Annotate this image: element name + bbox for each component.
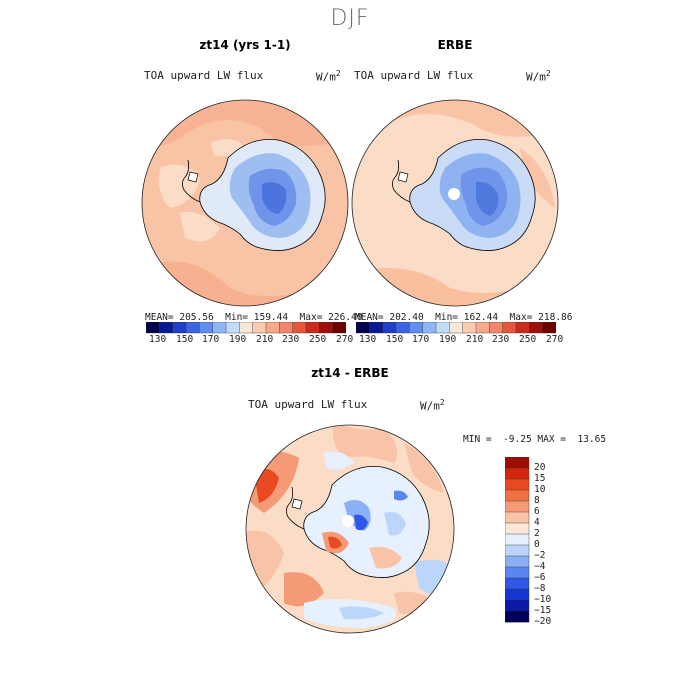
colorbar-swatch [505,610,530,623]
colorbar-tick: 20 [534,462,546,473]
colorbar-swatch [505,511,530,524]
colorbar-tick: 210 [466,334,484,345]
colorbar-swatch [505,599,530,612]
colorbar-swatch [305,322,320,334]
colorbar-obs [356,322,556,334]
colorbar-swatch [505,533,530,546]
colorbar-swatch [489,322,504,334]
colorbar-model [146,322,346,334]
colorbar-swatch [239,322,254,334]
colorbar-swatch [382,322,397,334]
colorbar-tick: 4 [534,517,540,528]
colorbar-tick: 190 [439,334,457,345]
colorbar-swatch [332,322,346,334]
polar-map-obs [351,99,559,307]
colorbar-tick: 8 [534,495,540,506]
colorbar-swatch [505,566,530,579]
colorbar-tick: 15 [534,473,546,484]
colorbar-swatch [265,322,280,334]
colorbar-swatch [395,322,410,334]
colorbar-tick: 0 [534,539,540,550]
colorbar-swatch [502,322,517,334]
colorbar-tick: 2 [534,528,540,539]
colorbar-swatch [505,522,530,535]
colorbar-tick: −2 [534,550,546,561]
colorbar-swatch [505,500,530,513]
colorbar-swatch [505,555,530,568]
colorbar-swatch [279,322,294,334]
colorbar-swatch [505,478,530,491]
variable-label-model: TOA upward LW flux [144,69,264,82]
panel-title-diff: zt14 - ERBE [311,366,389,380]
colorbar-tick: 250 [309,334,327,345]
colorbar-tick: −15 [534,605,552,616]
colorbar-tick: −10 [534,594,552,605]
colorbar-tick: −20 [534,616,552,627]
colorbar-labels-diff: 20 15 10 8 6 4 2 0 −2 −4 −6 −8 −10 −15 −… [534,457,594,627]
colorbar-swatch [505,489,530,502]
colorbar-swatch [292,322,307,334]
panel-title-obs: ERBE [437,38,473,52]
unit-label-diff: W/m2 [420,398,445,413]
colorbar-tick: −4 [534,561,546,572]
colorbar-swatch [505,457,530,469]
colorbar-diff [505,457,530,623]
colorbar-swatch [542,322,556,334]
colorbar-swatch [422,322,437,334]
colorbar-tick: 150 [386,334,404,345]
colorbar-tick: 170 [412,334,430,345]
unit-label-obs: W/m2 [526,69,551,84]
colorbar-tick: 270 [546,334,564,345]
colorbar-swatch [409,322,424,334]
colorbar-swatch [505,467,530,480]
colorbar-swatch [252,322,267,334]
colorbar-swatch [185,322,200,334]
colorbar-swatch [475,322,490,334]
colorbar-swatch [505,588,530,601]
colorbar-tick: 10 [534,484,546,495]
variable-label-diff: TOA upward LW flux [248,398,368,411]
colorbar-swatch [356,322,370,334]
polar-map-model [141,99,349,307]
colorbar-tick: −6 [534,572,546,583]
colorbar-swatch [515,322,530,334]
colorbar-swatch [146,322,160,334]
variable-label-obs: TOA upward LW flux [354,69,474,82]
colorbar-tick: 6 [534,506,540,517]
colorbar-swatch [505,544,530,557]
colorbar-swatch [529,322,544,334]
colorbar-tick: −8 [534,583,546,594]
colorbar-swatch [435,322,450,334]
colorbar-tick: 210 [256,334,274,345]
panel-title-model: zt14 (yrs 1-1) [199,38,291,52]
colorbar-tick: 230 [492,334,510,345]
stats-diff: MIN = -9.25 MAX = 13.65 [463,434,607,445]
colorbar-tick: 170 [202,334,220,345]
polar-map-diff [245,424,455,634]
colorbar-tick: 150 [176,334,194,345]
colorbar-swatch [462,322,477,334]
colorbar-swatch [505,577,530,590]
colorbar-swatch [172,322,187,334]
colorbar-swatch [449,322,464,334]
stats-obs: MEAN= 202.40 Min= 162.44 Max= 218.86 [355,312,573,323]
colorbar-swatch [212,322,227,334]
colorbar-swatch [159,322,174,334]
colorbar-swatch [319,322,334,334]
colorbar-tick: 270 [336,334,354,345]
colorbar-tick: 130 [359,334,377,345]
stats-model: MEAN= 205.56 Min= 159.44 Max= 226.40 [145,312,363,323]
colorbar-tick: 130 [149,334,167,345]
colorbar-labels-model: 130 150 170 190 210 230 250 270 [146,334,353,348]
colorbar-tick: 190 [229,334,247,345]
colorbar-swatch [369,322,384,334]
colorbar-swatch [199,322,214,334]
figure-title: DJF [330,6,370,31]
colorbar-labels-obs: 130 150 170 190 210 230 250 270 [356,334,563,348]
colorbar-tick: 250 [519,334,537,345]
colorbar-tick: 230 [282,334,300,345]
colorbar-swatch [225,322,240,334]
unit-label-model: W/m2 [316,69,341,84]
